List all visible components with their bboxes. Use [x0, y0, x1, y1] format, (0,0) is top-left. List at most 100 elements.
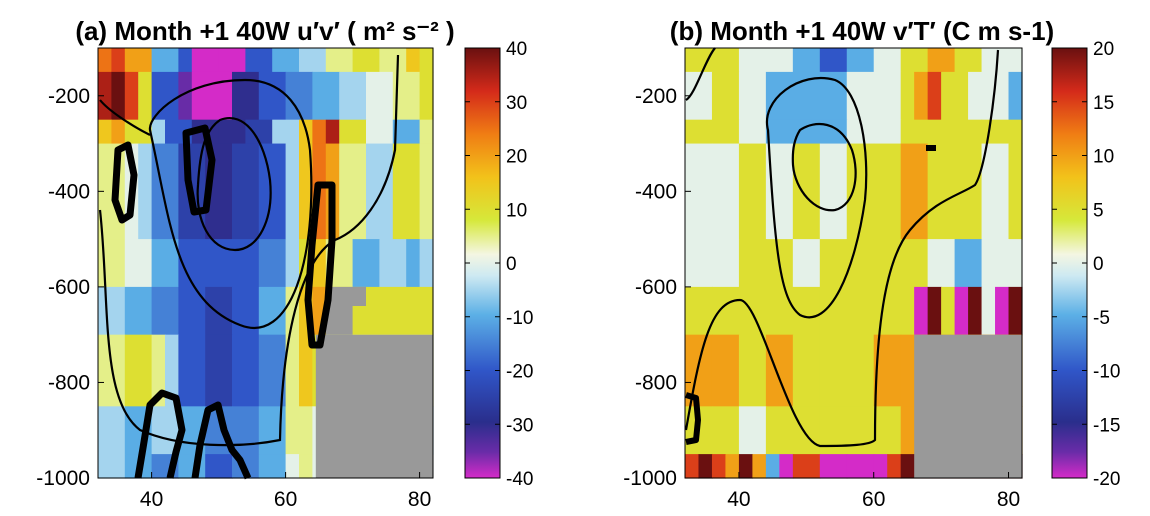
heatmap-cell: [285, 406, 300, 455]
heatmap-cell: [285, 143, 300, 240]
heatmap-cell: [941, 71, 969, 121]
masked-area: [914, 334, 1022, 478]
heatmap-cell: [792, 334, 821, 407]
panel-a-significance-contours: [111, 124, 336, 480]
heatmap-cell: [927, 119, 956, 145]
heatmap-cell: [124, 334, 153, 407]
heatmap-cell: [124, 239, 153, 288]
y-tick-label: -600: [635, 276, 677, 299]
x-tick-label: 60: [274, 488, 297, 511]
contour-line: [685, 47, 716, 101]
heatmap-cell: [325, 48, 354, 73]
heatmap-cell: [873, 119, 902, 145]
heatmap-cell: [927, 143, 956, 240]
heatmap-cell: [1008, 286, 1023, 336]
x-tick-label: 40: [727, 488, 750, 511]
heatmap-cell: [900, 119, 929, 145]
panel-a-axes: 40 60 80 -200 -400 -600 -800 -1000: [36, 85, 431, 511]
heatmap-cell: [258, 286, 287, 336]
heatmap-cell: [981, 143, 1010, 240]
contour-line: [765, 77, 868, 319]
colorbar-tick-label: -15: [1093, 415, 1120, 436]
colorbar-tick-label: 0: [1093, 254, 1104, 275]
heatmap-cell: [352, 48, 380, 73]
heatmap-cell: [339, 71, 367, 121]
heatmap-cell: [151, 71, 179, 121]
heatmap-cell: [124, 71, 139, 121]
contour-line: [684, 49, 1000, 448]
heatmap-cell: [98, 454, 126, 479]
y-tick-label: -800: [48, 371, 90, 394]
heatmap-cell: [419, 71, 434, 121]
heatmap-cell: [792, 48, 821, 73]
heatmap-cell: [711, 143, 740, 240]
heatmap-cell: [151, 334, 166, 407]
heatmap-cell: [124, 286, 153, 336]
y-tick-label: -400: [48, 180, 90, 203]
y-tick-label: -800: [635, 371, 677, 394]
heatmap-cell: [873, 71, 902, 121]
colorbar-tick-label: -5: [1093, 308, 1110, 329]
colorbar-tick-label: -10: [1093, 362, 1120, 383]
heatmap-cell: [325, 119, 340, 145]
heatmap-cell: [765, 119, 794, 145]
x-tick-label: 80: [408, 488, 431, 511]
heatmap-cell: [981, 239, 1010, 288]
heatmap-cell: [738, 454, 753, 479]
contour-line: [99, 99, 151, 136]
heatmap-cell: [151, 239, 179, 288]
panel-a-colorbar: [464, 47, 501, 479]
heatmap-cell: [366, 71, 394, 121]
heatmap-cell: [151, 48, 179, 73]
contour-line: [148, 78, 313, 329]
panel-a-contours: [98, 54, 400, 447]
panel-a-masked-region: [315, 286, 433, 478]
colorbar-tick-label: 20: [1093, 39, 1114, 60]
heatmap-cell: [725, 454, 740, 479]
heatmap-cell: [178, 48, 193, 73]
heatmap-cell: [738, 334, 767, 407]
heatmap-cell: [1008, 119, 1023, 145]
colorbar-tick-label: 0: [506, 254, 517, 275]
heatmap-cell: [685, 239, 713, 288]
heatmap-cell: [819, 406, 848, 455]
x-tick-label: 80: [997, 488, 1020, 511]
heatmap-cell: [927, 286, 942, 336]
heatmap-cell: [272, 48, 300, 73]
heatmap-cell: [685, 286, 713, 336]
heatmap-cell: [711, 286, 740, 336]
heatmap-cell: [873, 454, 888, 479]
heatmap-cell: [846, 286, 875, 336]
heatmap-cell: [900, 71, 915, 121]
heatmap-cell: [339, 143, 367, 240]
heatmap-cell: [258, 239, 287, 288]
heatmap-cell: [765, 334, 794, 407]
heatmap-cell: [954, 48, 983, 73]
heatmap-cell: [873, 48, 902, 73]
heatmap-cell: [299, 48, 327, 73]
heatmap-cell: [1008, 239, 1023, 288]
heatmap-cell: [981, 286, 996, 336]
heatmap-cell: [765, 48, 794, 73]
y-tick-label: -1000: [36, 467, 90, 490]
heatmap-cell: [968, 286, 983, 336]
heatmap-cell: [285, 454, 300, 479]
heatmap-cell: [406, 239, 421, 288]
heatmap-cell: [711, 48, 740, 73]
heatmap-cell: [1008, 71, 1023, 121]
masked-area: [325, 286, 366, 335]
panel-b-colorbar: [1051, 47, 1088, 479]
heatmap-cell: [285, 334, 300, 407]
heatmap-cell: [711, 334, 740, 407]
heatmap-cell: [887, 454, 902, 479]
heatmap-cell: [738, 119, 767, 145]
heatmap-cell: [98, 286, 126, 336]
panel-b-colorbar-ticks: 20 15 10 5 0 -5 -10 -15 -20: [1052, 39, 1120, 490]
heatmap-cell: [765, 286, 794, 336]
heatmap-cell: [752, 454, 767, 479]
contour-line: [196, 117, 272, 252]
heatmap-cell: [1008, 48, 1023, 73]
heatmap-cell: [205, 239, 233, 288]
heatmap-cell: [792, 286, 821, 336]
colorbar-tick-label: -20: [506, 362, 533, 383]
